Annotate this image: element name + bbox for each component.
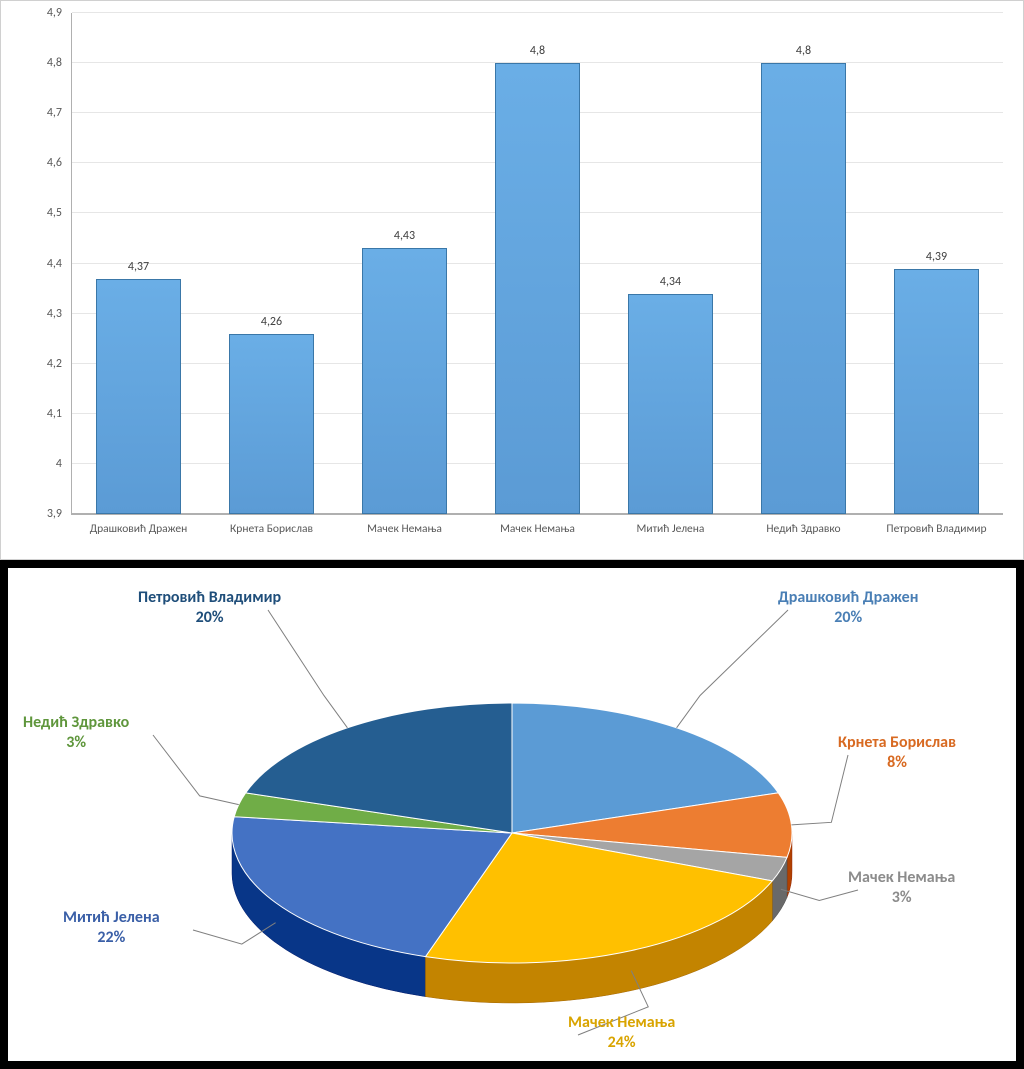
bar-value-label: 4,37 <box>128 260 149 274</box>
bar: 4,26 <box>229 334 314 514</box>
bar-value-label: 4,43 <box>394 229 415 243</box>
pie-slice-label-name: Петровић Владимир <box>138 588 281 608</box>
y-tick-label: 4 <box>56 457 62 471</box>
x-tick-label: Мачек Немања <box>471 522 604 536</box>
y-tick-label: 4,4 <box>47 257 62 271</box>
bar: 4,8 <box>495 63 580 514</box>
bar-slot: 4,43Мачек Немања <box>338 13 471 514</box>
pie-svg <box>8 568 1016 1061</box>
bar-slot: 4,26Крнета Борислав <box>205 13 338 514</box>
y-tick-label: 4,5 <box>47 206 62 220</box>
pie-slice-label-name: Драшковић Дражен <box>778 588 918 608</box>
pie-slice-label-percent: 3% <box>23 733 129 753</box>
bar-value-label: 4,39 <box>926 250 947 264</box>
y-tick-label: 4,6 <box>47 156 62 170</box>
bar-slot: 4,8Недић Здравко <box>737 13 870 514</box>
pie-leader-line <box>153 735 239 805</box>
bar-slot: 4,39Петровић Владимир <box>870 13 1003 514</box>
bar-plot-area: 3,944,14,24,34,44,54,64,74,84,94,37Драшк… <box>71 13 1003 515</box>
pie-slice-label: Мачек Немања3% <box>848 868 955 908</box>
bar-value-label: 4,34 <box>660 275 681 289</box>
pie-leader-line <box>781 889 858 900</box>
x-tick-label: Крнета Борислав <box>205 522 338 536</box>
pie-leader-line <box>677 610 788 728</box>
pie-slice-label-name: Крнета Борислав <box>838 733 956 753</box>
pie-slice-label: Митић Јелена22% <box>63 908 160 948</box>
y-tick-label: 4,2 <box>47 357 62 371</box>
bar-slot: 4,34Митић Јелена <box>604 13 737 514</box>
bar-value-label: 4,8 <box>530 44 545 58</box>
pie-slice-label-name: Мачек Немања <box>568 1013 675 1033</box>
charts-container: 3,944,14,24,34,44,54,64,74,84,94,37Драшк… <box>0 0 1024 1069</box>
y-tick-label: 4,9 <box>47 6 62 20</box>
pie-slice-label: Крнета Борислав8% <box>838 733 956 773</box>
pie-slice-label-percent: 8% <box>838 753 956 773</box>
pie-slice-label-percent: 20% <box>778 608 918 628</box>
pie-slice-label-percent: 3% <box>848 888 955 908</box>
x-tick-label: Драшковић Дражен <box>72 522 205 536</box>
bar-value-label: 4,8 <box>796 44 811 58</box>
bar: 4,43 <box>362 248 447 514</box>
pie-slice-label-name: Митић Јелена <box>63 908 160 928</box>
bar: 4,8 <box>761 63 846 514</box>
bar: 4,37 <box>96 279 181 514</box>
pie-slice-label: Драшковић Дражен20% <box>778 588 918 628</box>
pie-slice-label-percent: 20% <box>138 608 281 628</box>
y-tick-label: 4,7 <box>47 106 62 120</box>
pie-slice-label-percent: 22% <box>63 928 160 948</box>
bar-chart: 3,944,14,24,34,44,54,64,74,84,94,37Драшк… <box>0 0 1024 560</box>
pie-slice-label: Недић Здравко3% <box>23 713 129 753</box>
bar: 4,39 <box>894 269 979 514</box>
pie-chart: Драшковић Дражен20%Крнета Борислав8%Маче… <box>0 560 1024 1069</box>
bar-slot: 4,37Драшковић Дражен <box>72 13 205 514</box>
x-tick-label: Митић Јелена <box>604 522 737 536</box>
y-tick-label: 4,8 <box>47 56 62 70</box>
y-tick-label: 4,1 <box>47 407 62 421</box>
y-tick-label: 4,3 <box>47 307 62 321</box>
bar: 4,34 <box>628 294 713 514</box>
y-tick-label: 3,9 <box>47 507 62 521</box>
x-tick-label: Недић Здравко <box>737 522 870 536</box>
bar-value-label: 4,26 <box>261 315 282 329</box>
bar-slot: 4,8Мачек Немања <box>471 13 604 514</box>
pie-slice-label-name: Недић Здравко <box>23 713 129 733</box>
x-tick-label: Петровић Владимир <box>870 522 1003 536</box>
pie-slice-label: Мачек Немања24% <box>568 1013 675 1053</box>
pie-slice-label-name: Мачек Немања <box>848 868 955 888</box>
pie-slice-label: Петровић Владимир20% <box>138 588 281 628</box>
x-tick-label: Мачек Немања <box>338 522 471 536</box>
pie-slice-label-percent: 24% <box>568 1033 675 1053</box>
